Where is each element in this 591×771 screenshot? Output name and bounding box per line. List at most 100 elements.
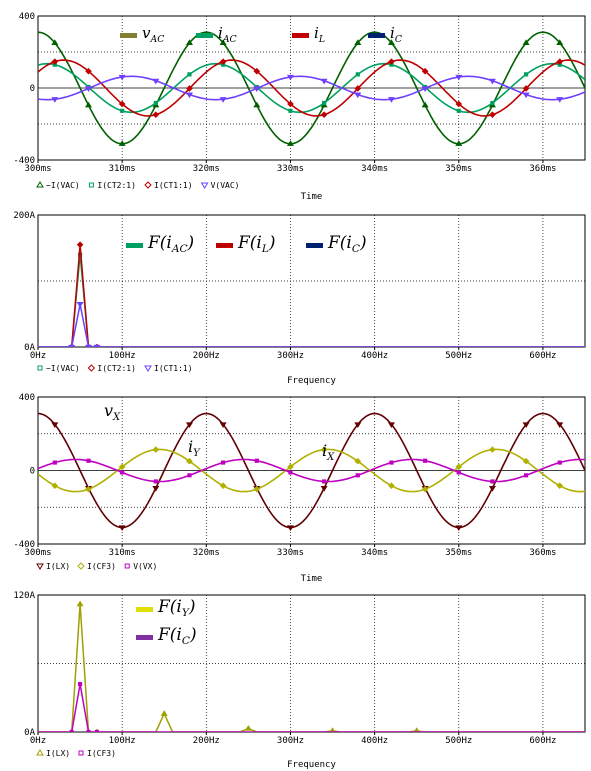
series-marker bbox=[522, 422, 530, 428]
legend-marker bbox=[87, 364, 96, 372]
series-marker bbox=[421, 101, 429, 108]
inset-legend-label: F(iC) bbox=[157, 625, 197, 647]
series-marker bbox=[253, 485, 261, 493]
series-marker bbox=[556, 39, 564, 45]
series-marker bbox=[421, 67, 429, 75]
series-marker bbox=[76, 600, 84, 607]
trace-annotation: iX bbox=[322, 441, 335, 463]
inset-legend-item: F(iC) bbox=[136, 625, 197, 647]
series-marker bbox=[84, 344, 92, 347]
inset-legend-label: F(iY) bbox=[157, 597, 195, 619]
series-marker bbox=[120, 470, 125, 475]
series-marker bbox=[120, 108, 125, 113]
x-axis-label: Frequency bbox=[287, 376, 336, 386]
trace-legend-label: I(LX) bbox=[46, 562, 70, 571]
series-group bbox=[38, 241, 585, 347]
trace-legend-label: V(VAC) bbox=[211, 181, 240, 190]
series-marker bbox=[152, 486, 160, 492]
legend-marker bbox=[124, 563, 130, 569]
series-marker bbox=[84, 101, 92, 108]
series-marker bbox=[354, 85, 362, 92]
trace-legend-label: V(VX) bbox=[133, 562, 157, 571]
series-marker bbox=[254, 458, 259, 463]
series-marker bbox=[77, 681, 83, 687]
y-tick-label: 0 bbox=[30, 84, 35, 94]
inset-legend-swatch bbox=[368, 33, 385, 38]
series-line-F(i_X) bbox=[38, 683, 585, 732]
series-marker bbox=[86, 458, 91, 463]
series-marker bbox=[455, 100, 463, 108]
series-marker bbox=[423, 458, 428, 463]
x-tick-label: 400Hz bbox=[361, 351, 388, 361]
series-marker bbox=[51, 482, 59, 490]
series-marker bbox=[355, 473, 360, 478]
x-tick-label: 100Hz bbox=[109, 736, 136, 746]
series-marker bbox=[320, 78, 328, 85]
trace-legend-label: −I(VAC) bbox=[46, 181, 80, 190]
x-tick-label: 600Hz bbox=[529, 736, 556, 746]
series-marker bbox=[322, 100, 327, 106]
series-marker bbox=[219, 97, 227, 103]
inset-legend-swatch bbox=[136, 635, 153, 640]
inset-legend-label: iAC bbox=[218, 24, 237, 45]
series-marker bbox=[160, 710, 168, 716]
series-marker bbox=[86, 729, 91, 732]
series-marker bbox=[51, 58, 59, 65]
series-marker bbox=[421, 485, 429, 493]
series-marker bbox=[288, 470, 293, 475]
inset-legend-item: iL bbox=[292, 24, 325, 45]
trace-annotation: vX bbox=[104, 401, 121, 423]
series-marker bbox=[52, 460, 57, 465]
series-marker bbox=[522, 92, 530, 99]
series-group bbox=[38, 412, 585, 532]
x-tick-label: 100Hz bbox=[109, 351, 136, 361]
series-marker bbox=[93, 344, 101, 347]
series-marker bbox=[94, 729, 100, 732]
series-marker bbox=[185, 92, 193, 99]
series-marker bbox=[489, 111, 496, 118]
series-marker bbox=[413, 727, 420, 732]
x-tick-label: 600Hz bbox=[529, 351, 556, 361]
series-marker bbox=[68, 344, 76, 347]
inset-legend-swatch bbox=[216, 243, 233, 248]
series-marker bbox=[557, 460, 562, 465]
x-tick-label: 330ms bbox=[277, 164, 304, 174]
series-marker bbox=[221, 460, 226, 465]
legend-marker bbox=[36, 749, 44, 756]
series-marker bbox=[84, 86, 92, 92]
legend-marker bbox=[200, 182, 209, 189]
series-marker bbox=[522, 39, 530, 45]
series-marker bbox=[253, 67, 261, 75]
legend-marker bbox=[144, 365, 152, 372]
inset-legend-item: F(iY) bbox=[136, 597, 195, 619]
series-group bbox=[38, 600, 585, 732]
x-tick-label: 320ms bbox=[193, 548, 220, 558]
series-marker bbox=[288, 108, 293, 113]
x-tick-label: 360ms bbox=[529, 164, 556, 174]
series-marker bbox=[354, 39, 362, 45]
series-marker bbox=[388, 58, 395, 65]
series-marker bbox=[153, 100, 158, 106]
series-marker bbox=[253, 101, 261, 108]
y-tick-label: 400 bbox=[19, 12, 35, 22]
x-axis-label: Time bbox=[301, 574, 323, 584]
trace-legend-label: I(CT1:1) bbox=[154, 181, 193, 190]
x-tick-label: 350ms bbox=[445, 164, 472, 174]
series-marker bbox=[287, 463, 294, 471]
legend-marker bbox=[37, 365, 43, 371]
series-marker bbox=[455, 74, 463, 81]
trace-annotation: iY bbox=[188, 437, 201, 459]
series-marker bbox=[253, 86, 261, 92]
x-axis-label: Time bbox=[301, 192, 323, 202]
series-marker bbox=[523, 72, 529, 77]
series-marker bbox=[152, 446, 160, 453]
x-tick-label: 340ms bbox=[361, 548, 388, 558]
series-marker bbox=[329, 727, 336, 732]
series-marker bbox=[522, 85, 530, 92]
inset-legend-label: F(iC) bbox=[327, 233, 367, 255]
series-marker bbox=[118, 74, 126, 81]
series-marker bbox=[118, 463, 126, 471]
series-marker bbox=[488, 78, 496, 85]
series-marker bbox=[152, 78, 160, 85]
